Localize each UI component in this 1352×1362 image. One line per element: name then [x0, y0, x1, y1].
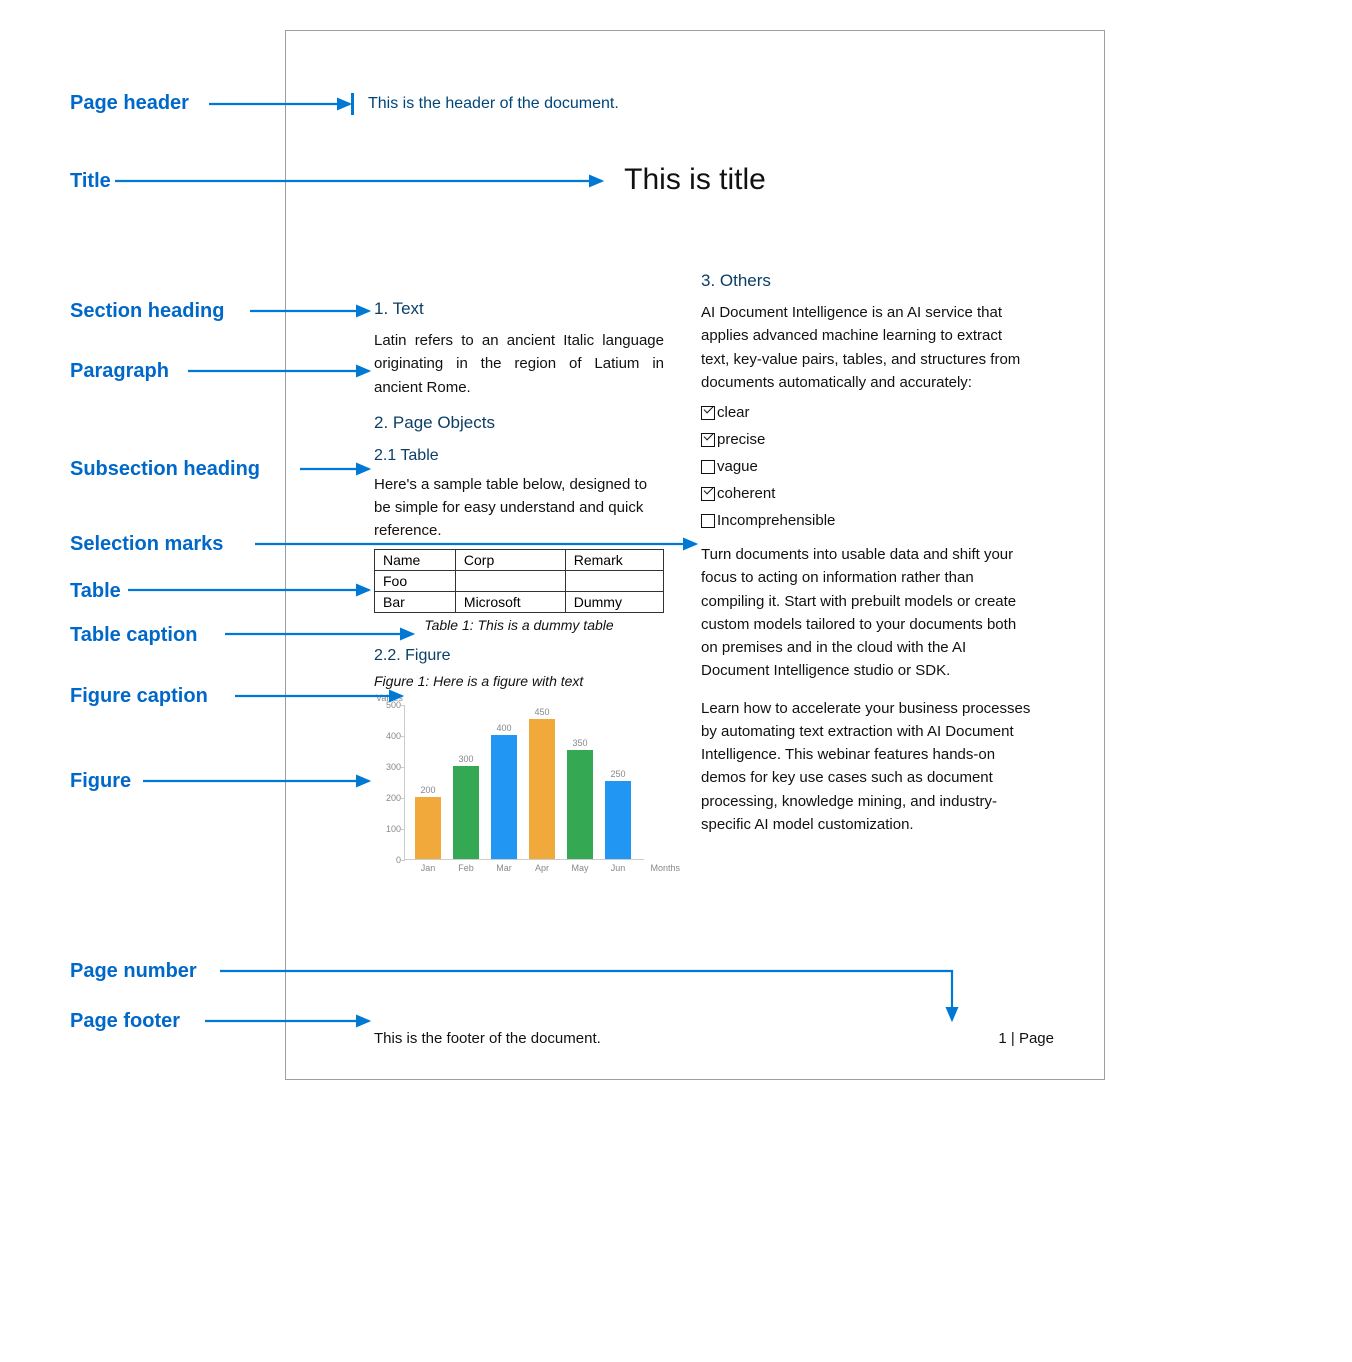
chart-plot-area: 0100200300400500200Jan300Feb400Mar450Apr… — [404, 705, 644, 860]
checkbox-item: precise — [701, 431, 1031, 448]
column-left: 1. Text Latin refers to an ancient Itali… — [374, 299, 664, 885]
chart-ytick: 200 — [379, 793, 401, 803]
th-corp: Corp — [455, 549, 565, 570]
checkbox-label: vague — [717, 458, 758, 475]
chart-bar — [491, 735, 517, 859]
column-right: 3. Others AI Document Intelligence is an… — [701, 271, 1031, 836]
label-title: Title — [70, 170, 111, 193]
checkbox-item: coherent — [701, 485, 1031, 502]
chart-bar-value: 350 — [560, 738, 600, 748]
section-heading-3: 3. Others — [701, 271, 1031, 291]
chart-xtick: Feb — [451, 863, 481, 873]
chart-bar — [415, 797, 441, 859]
label-page-footer: Page footer — [70, 1010, 180, 1033]
td: Foo — [375, 570, 456, 591]
table-row: Bar Microsoft Dummy — [375, 591, 664, 612]
checkbox-unchecked-icon — [701, 514, 715, 528]
chart-xtick: Apr — [527, 863, 557, 873]
page-header-text: This is the header of the document. — [368, 95, 619, 113]
checkbox-label: clear — [717, 404, 750, 421]
label-selection-marks: Selection marks — [70, 533, 223, 556]
chart-bar-value: 400 — [484, 723, 524, 733]
page-footer: This is the footer of the document. — [374, 1030, 601, 1047]
label-subsection-heading: Subsection heading — [70, 458, 260, 481]
chart-ytick: 300 — [379, 762, 401, 772]
label-table: Table — [70, 580, 121, 603]
subsection-heading-table: 2.1 Table — [374, 447, 664, 465]
paragraph-1: Latin refers to an ancient Italic langua… — [374, 329, 664, 399]
checkbox-unchecked-icon — [701, 460, 715, 474]
td: Bar — [375, 591, 456, 612]
checkbox-checked-icon — [701, 406, 715, 420]
checkbox-checked-icon — [701, 487, 715, 501]
table-header-row: Name Corp Remark — [375, 549, 664, 570]
th-name: Name — [375, 549, 456, 570]
document-frame: This is the header of the document. This… — [285, 30, 1105, 1080]
section-heading-1: 1. Text — [374, 299, 664, 319]
checkbox-item: Incomprehensible — [701, 512, 1031, 529]
chart-bar — [529, 719, 555, 859]
chart-bar — [605, 781, 631, 859]
label-figure: Figure — [70, 770, 131, 793]
chart-bar-value: 250 — [598, 769, 638, 779]
chart-xtick: Mar — [489, 863, 519, 873]
table-row: Foo — [375, 570, 664, 591]
label-section-heading: Section heading — [70, 300, 224, 323]
subsection-heading-figure: 2.2. Figure — [374, 647, 664, 665]
chart-ytick: 0 — [379, 855, 401, 865]
chart-ytick: 100 — [379, 824, 401, 834]
chart-ytick: 400 — [379, 731, 401, 741]
bar-chart: Values 0100200300400500200Jan300Feb400Ma… — [374, 695, 654, 885]
section3-intro: AI Document Intelligence is an AI servic… — [701, 301, 1031, 394]
page-header: This is the header of the document. — [351, 93, 619, 115]
section3-p3: Learn how to accelerate your business pr… — [701, 697, 1031, 837]
th-remark: Remark — [565, 549, 663, 570]
chart-bar — [453, 766, 479, 859]
table-caption: Table 1: This is a dummy table — [374, 617, 664, 633]
label-page-header: Page header — [70, 92, 189, 115]
sample-table: Name Corp Remark Foo Bar Microsoft Dummy — [374, 549, 664, 613]
section-heading-2: 2. Page Objects — [374, 413, 664, 433]
label-figure-caption: Figure caption — [70, 685, 208, 708]
chart-ytick: 500 — [379, 700, 401, 710]
checkbox-label: coherent — [717, 485, 775, 502]
chart-xtick: Jun — [603, 863, 633, 873]
page-number: 1 | Page — [998, 1030, 1054, 1047]
td — [565, 570, 663, 591]
chart-x-axis-title: Months — [650, 863, 680, 873]
td: Dummy — [565, 591, 663, 612]
checkbox-list: clear precise vague coherent Incomprehensi… — [701, 404, 1031, 529]
chart-bar-value: 450 — [522, 707, 562, 717]
chart-xtick: Jan — [413, 863, 443, 873]
checkbox-label: Incomprehensible — [717, 512, 835, 529]
td — [455, 570, 565, 591]
chart-bar — [567, 750, 593, 859]
label-page-number: Page number — [70, 960, 197, 983]
checkbox-item: clear — [701, 404, 1031, 421]
label-table-caption: Table caption — [70, 624, 197, 647]
label-paragraph: Paragraph — [70, 360, 169, 383]
checkbox-label: precise — [717, 431, 765, 448]
checkbox-checked-icon — [701, 433, 715, 447]
checkbox-item: vague — [701, 458, 1031, 475]
chart-bar-value: 300 — [446, 754, 486, 764]
figure-caption: Figure 1: Here is a figure with text — [374, 673, 664, 689]
td: Microsoft — [455, 591, 565, 612]
table-intro: Here's a sample table below, designed to… — [374, 473, 664, 543]
chart-bar-value: 200 — [408, 785, 448, 795]
document-layout-diagram: Page header Title Section heading Paragr… — [20, 20, 1332, 1342]
section3-p2: Turn documents into usable data and shif… — [701, 543, 1031, 683]
document-title: This is title — [286, 163, 1104, 197]
chart-xtick: May — [565, 863, 595, 873]
